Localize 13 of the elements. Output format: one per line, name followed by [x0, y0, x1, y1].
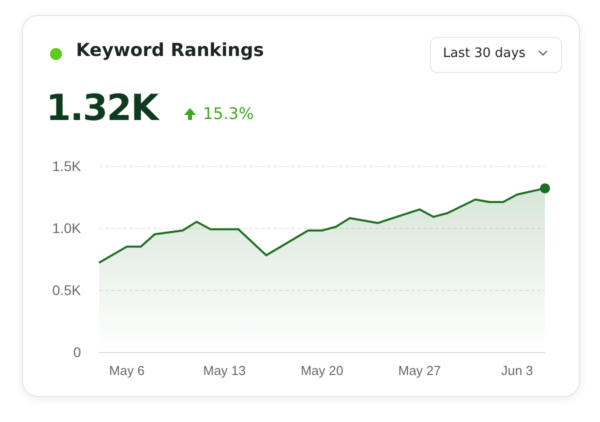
y-tick-label: 1.0K: [52, 220, 82, 236]
chart-title: Keyword Rankings: [76, 40, 264, 61]
y-tick-label: 0: [73, 344, 82, 360]
x-tick-label: May 20: [300, 363, 344, 378]
x-tick-label: May 27: [398, 363, 441, 378]
text: 1.32K: [46, 88, 158, 129]
text: Last 30 days: [443, 46, 526, 61]
y-tick-label: 1.5K: [52, 158, 82, 174]
text: 15.3%: [203, 104, 254, 123]
x-tick-label: May 6: [109, 363, 145, 378]
x-tick-label: Jun 3: [501, 363, 534, 378]
y-tick-label: 0.5K: [52, 282, 82, 298]
x-tick-label: May 13: [203, 363, 246, 378]
